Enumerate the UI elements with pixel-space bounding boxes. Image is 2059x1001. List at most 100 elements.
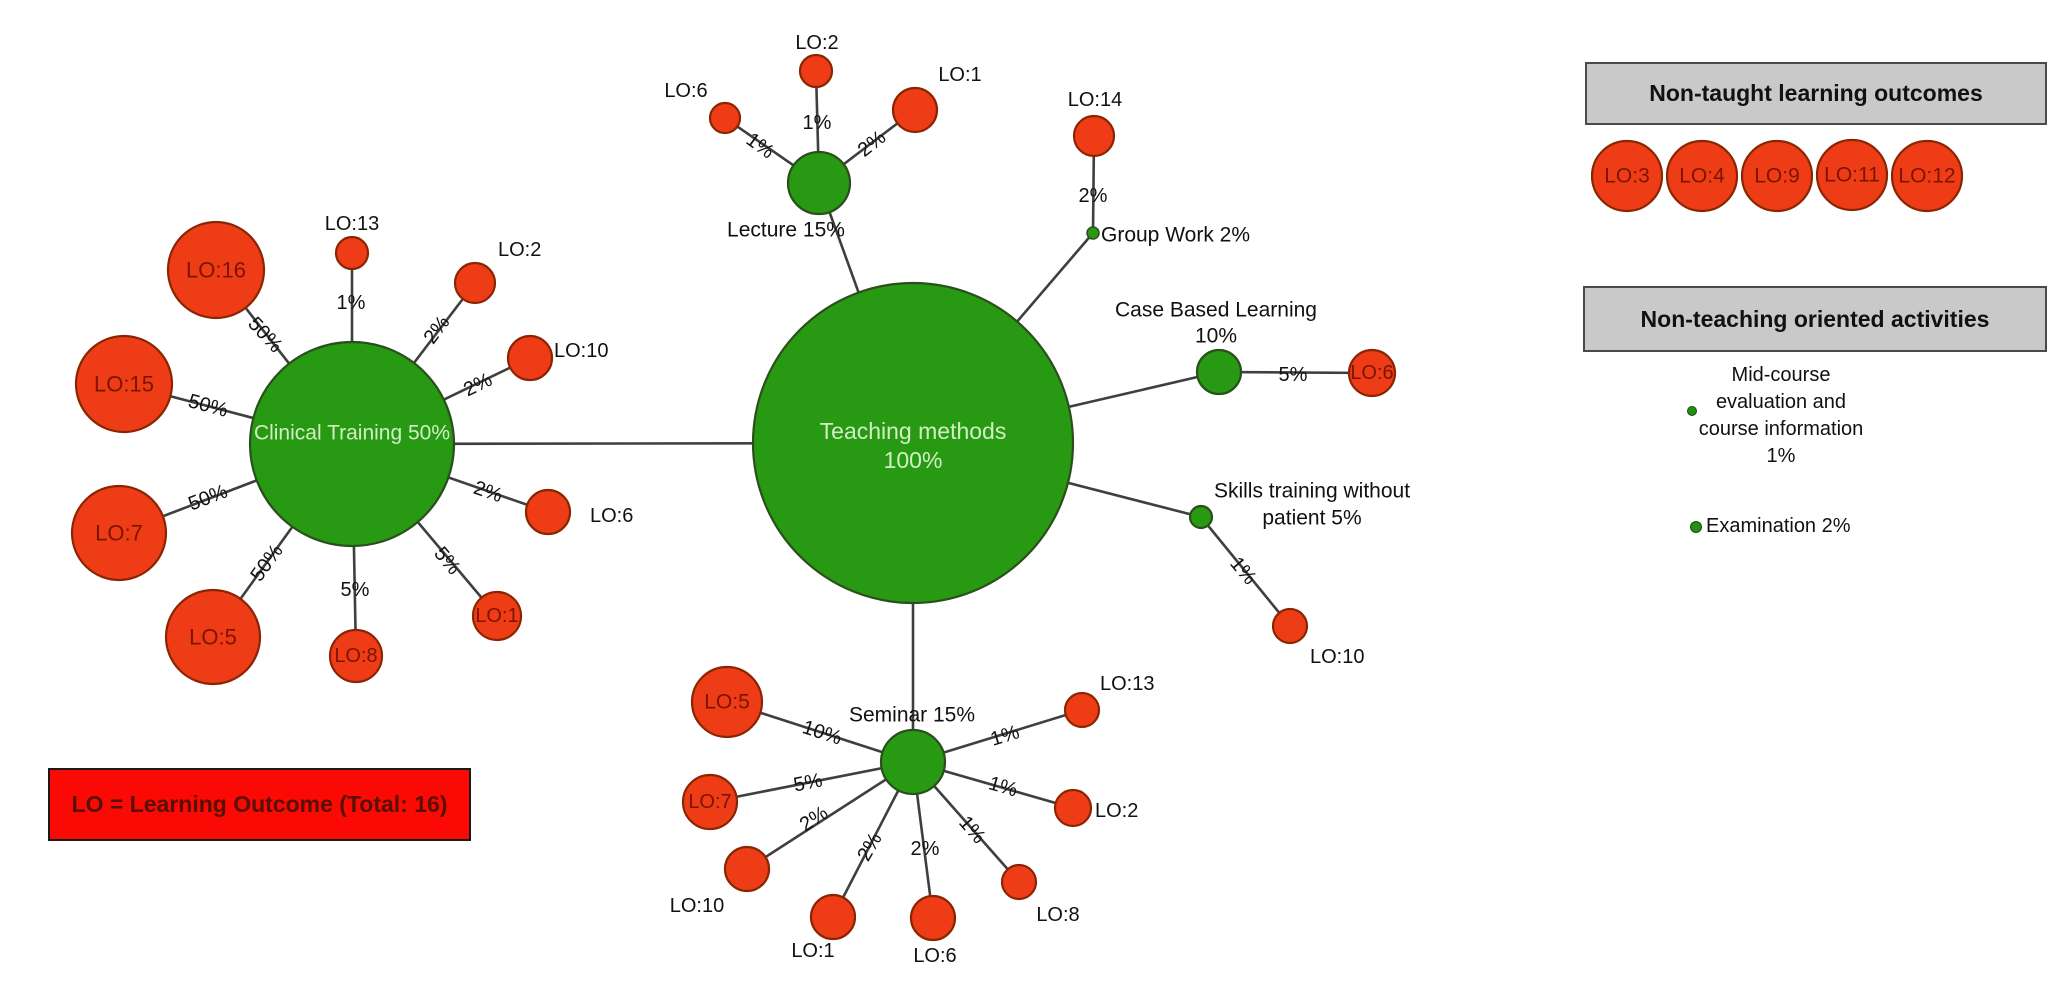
node-lo3-nt [1590,139,1664,213]
label-lo5-ct: LO:5 [189,625,237,650]
node-lo1-sem [809,893,857,941]
edge-skills-lo10-skl [1199,516,1292,627]
node-lo10-ct [506,334,554,382]
node-lo2-sem [1053,788,1093,828]
label-lo15-ct: LO:15 [94,372,154,397]
node-lo6-sem [909,894,957,942]
edge-label-seminar-lo1-sem: 2% [853,829,887,865]
edge-label-seminar-lo7-sem: 5% [792,769,825,796]
node-lo6-lec [708,101,742,135]
mid-course-line-1: Mid-course [1731,364,1831,386]
label-lo14-gw: LO:14 [1068,89,1122,111]
edge-label-clinical-lo15-ct: 50% [186,390,231,422]
label-skills-line-2: patient 5% [1262,507,1361,530]
non-teaching-panel-header: Non-teaching oriented activities [1583,286,2047,352]
edge-label-clinical-lo8-ct: 5% [341,579,370,601]
label-lo2-ct: LO:2 [498,239,541,261]
edge-label-clinical-lo10-ct: 2% [460,369,496,402]
label-lo2-sem: LO:2 [1095,800,1138,822]
label-teaching-line-2: 100% [884,447,943,473]
label-lo3-nt: LO:3 [1604,165,1650,188]
node-lo1-ct [471,590,523,642]
edge-label-lecture-lo2-lec: 1% [803,112,832,134]
node-teaching [751,281,1075,605]
edge-label-clinical-lo13-ct: 1% [337,292,366,314]
label-lo10-ct: LO:10 [554,340,608,362]
node-lo9-nt [1740,139,1814,213]
node-lo10-skl [1271,607,1309,645]
edge-label-seminar-lo6-sem: 2% [911,838,940,860]
node-lo7-ct [70,484,168,582]
node-clinical [248,340,456,548]
label-case-based-line-1: Case Based Learning [1115,299,1317,322]
label-lo1-ct: LO:1 [475,605,518,627]
label-lo1-lec: LO:1 [938,64,981,86]
node-lo2-ct [453,261,497,305]
label-lo6-ct: LO:6 [590,505,633,527]
node-group-work [1086,226,1100,240]
node-lo6-cbl [1347,348,1397,398]
label-clinical: Clinical Training 50% [254,422,450,445]
edge-label-clinical-lo7-ct: 50% [185,480,230,515]
label-lo5-sem: LO:5 [704,691,750,714]
node-lo6-ct [524,488,572,536]
label-lo10-skl: LO:10 [1310,646,1364,668]
edge-label-group-work-lo14-gw: 2% [1079,185,1108,207]
label-lo6-sem: LO:6 [913,945,956,967]
label-lo8-sem: LO:8 [1036,904,1079,926]
label-lo4-nt: LO:4 [1679,165,1725,188]
node-lecture [786,150,852,216]
label-lo13-ct: LO:13 [325,213,379,235]
edge-case-based-lo6-cbl [1218,370,1373,375]
edge-label-seminar-lo10-sem: 2% [796,802,832,836]
node-lo1-lec [891,86,939,134]
label-lo1-sem: LO:1 [791,940,834,962]
label-lo6-cbl: LO:6 [1350,362,1393,384]
node-lo4-nt [1665,139,1739,213]
node-lo11-nt [1815,138,1889,212]
node-lo16-ct [166,220,266,320]
label-lo9-nt: LO:9 [1754,165,1800,188]
node-lo5-sem [690,665,764,739]
non-teaching-panel-title: Non-teaching oriented activities [1640,305,1990,332]
node-lo7-sem [681,773,739,831]
label-lecture: Lecture 15% [727,219,845,242]
label-teaching-line-1: Teaching methods [820,418,1007,444]
label-lo12-nt: LO:12 [1898,165,1955,188]
node-lo2-lec [798,53,834,89]
edge-label-clinical-lo6-ct: 2% [471,477,506,507]
node-lo13-ct [334,235,370,271]
label-lo7-sem: LO:7 [688,791,731,813]
mid-course-activity: Mid-course evaluation and course informa… [1661,362,1901,470]
node-lo15-ct [74,334,174,434]
mid-course-dot-icon [1687,406,1697,416]
node-lo5-ct [164,588,262,686]
edge-label-case-based-lo6-cbl: 5% [1279,364,1308,386]
edge-label-seminar-lo2-sem: 1% [986,772,1020,801]
node-lo14-gw [1072,114,1116,158]
label-lo11-nt: LO:11 [1824,164,1880,187]
label-skills-line-1: Skills training without [1214,480,1410,503]
lo-legend-label: LO = Learning Outcome (Total: 16) [71,791,448,817]
label-lo10-sem: LO:10 [670,895,724,917]
label-lo8-ct: LO:8 [334,645,377,667]
node-lo8-ct [328,628,384,684]
lo-legend-box: LO = Learning Outcome (Total: 16) [48,768,471,841]
edge-seminar-lo7-sem [709,760,914,804]
node-lo12-nt [1890,139,1964,213]
node-skills [1188,504,1214,530]
mid-course-line-4: 1% [1766,445,1796,467]
examination-dot-icon [1690,521,1702,533]
label-case-based-line-2: 10% [1195,325,1237,348]
label-seminar: Seminar 15% [849,704,975,727]
node-lo13-sem [1063,691,1101,729]
edge-label-clinical-lo5-ct: 50% [246,540,287,585]
label-lo7-ct: LO:7 [95,521,143,546]
node-lo8-sem [1000,863,1038,901]
mid-course-line-2: evaluation and [1715,391,1847,413]
edge-label-clinical-lo1-ct: 5% [429,543,465,579]
label-lo13-sem: LO:13 [1100,673,1154,695]
node-seminar [879,728,947,796]
non-taught-panel-title: Non-taught learning outcomes [1649,80,1983,106]
